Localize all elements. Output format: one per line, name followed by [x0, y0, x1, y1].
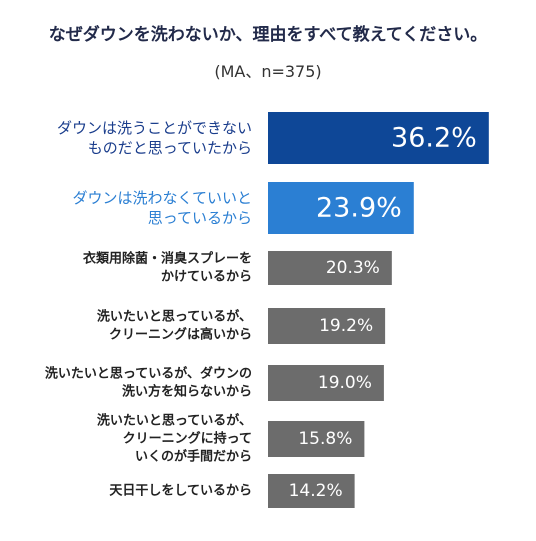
- bar-1: [268, 112, 489, 164]
- bar-4: [268, 308, 386, 344]
- chart-subtitle: (MA、n=375): [214, 62, 322, 81]
- bar-2: [268, 182, 414, 234]
- chart-title: なぜダウンを洗わないか、理由をすべて教えてください。: [48, 25, 488, 45]
- category-label-2: ダウンは洗わなくていいと思っているから: [72, 189, 252, 227]
- category-label-4: 洗いたいと思っているが、クリーニングは高いから: [97, 309, 252, 343]
- bar-value-label-7: 14.2%: [289, 481, 343, 501]
- bar-3: [268, 251, 392, 285]
- bar-value-label-3: 20.3%: [326, 258, 380, 278]
- bar-value-label-2: 23.9%: [316, 193, 402, 224]
- category-label-7: 天日干しをしているから: [109, 484, 252, 499]
- bar-value-label-5: 19.0%: [318, 373, 372, 393]
- bar-value-label-6: 15.8%: [298, 429, 352, 449]
- bar-value-label-1: 36.2%: [391, 123, 477, 154]
- bar-value-label-4: 19.2%: [319, 316, 373, 336]
- bar-5: [268, 365, 384, 401]
- category-label-6: 洗いたいと思っているが、クリーニングに持っていくのが手間だから: [97, 413, 252, 465]
- category-label-1: ダウンは洗うことができないものだと思っていたから: [57, 119, 252, 157]
- bar-7: [268, 474, 355, 508]
- category-label-5: 洗いたいと思っているが、ダウンの洗い方を知らないから: [45, 366, 252, 400]
- bar-6: [268, 421, 365, 457]
- category-label-3: 衣類用除菌・消臭スプレーをかけているから: [83, 251, 252, 285]
